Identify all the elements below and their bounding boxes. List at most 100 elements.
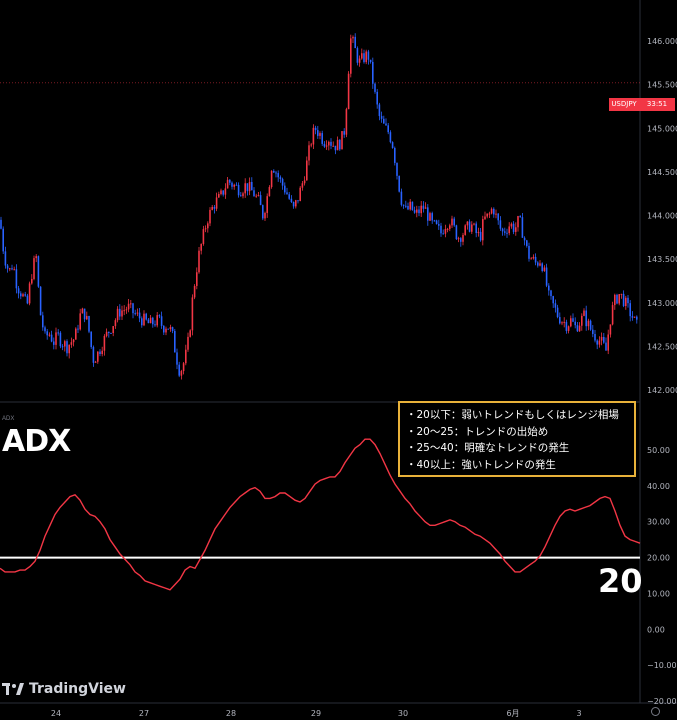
candle-body <box>523 237 526 241</box>
candle-body <box>251 181 253 191</box>
candle-body <box>631 316 634 318</box>
candle-body <box>295 200 297 207</box>
candle-body <box>167 328 169 330</box>
candle-body <box>484 216 486 220</box>
adx-tick-label: 20.00 <box>647 554 670 563</box>
candle-body <box>343 131 345 135</box>
candle-body <box>466 221 469 226</box>
candle-body <box>380 116 383 119</box>
candle-body <box>48 334 51 336</box>
candle-body <box>149 317 152 324</box>
price-tick-label: 142.500 <box>647 342 677 351</box>
symbol-price-tag[interactable]: USDJPY <box>609 98 639 111</box>
price-tick-label: 143.000 <box>647 299 677 308</box>
candle-body <box>526 240 528 246</box>
candle-body <box>136 312 139 314</box>
candle-body <box>402 204 405 206</box>
level-label: 20 <box>598 562 643 600</box>
candle-body <box>334 145 337 151</box>
adx-tick-label: −20.00 <box>647 697 677 706</box>
candle-body <box>479 231 482 241</box>
candle-body <box>609 324 612 335</box>
candle-body <box>457 238 460 240</box>
countdown-tag: 33:51 <box>639 98 675 111</box>
candle-body <box>152 317 154 325</box>
candle-body <box>88 316 90 332</box>
candle-body <box>163 325 165 333</box>
candle-body <box>495 213 497 215</box>
candle-body <box>563 321 565 323</box>
candle-body <box>356 48 359 63</box>
candle-body <box>143 313 145 326</box>
candle-body <box>471 224 473 232</box>
candle-body <box>281 178 284 186</box>
candle-body <box>468 221 471 232</box>
candle-body <box>616 294 618 304</box>
candle-body <box>4 251 7 266</box>
candle-body <box>504 231 506 233</box>
candle-body <box>83 308 86 320</box>
candle-body <box>224 188 227 195</box>
settings-icon[interactable] <box>651 707 660 716</box>
candle-body <box>57 332 59 334</box>
candle-body <box>66 341 68 354</box>
candle-body <box>255 195 257 197</box>
candle-body <box>24 294 26 296</box>
candle-body <box>297 200 299 202</box>
candle-body <box>424 207 427 209</box>
tradingview-logo-icon <box>2 683 24 695</box>
candle-body <box>561 322 563 324</box>
candle-body <box>77 328 79 330</box>
candle-body <box>321 133 323 144</box>
candle-body <box>182 363 185 372</box>
candle-body <box>554 303 557 308</box>
candle-body <box>290 198 293 202</box>
candle-body <box>490 208 493 214</box>
candle-body <box>180 371 183 376</box>
candle-body <box>189 330 191 337</box>
candle-body <box>336 139 339 151</box>
candle-body <box>363 53 365 63</box>
candle-body <box>433 220 436 222</box>
price-tick-label: 143.500 <box>647 255 677 264</box>
candle-body <box>215 197 218 209</box>
candle-body <box>506 232 508 234</box>
candle-body <box>444 228 447 234</box>
candle-body <box>270 170 273 188</box>
candle-body <box>347 73 350 110</box>
candle-body <box>431 213 433 221</box>
brand-logo[interactable]: TradingView <box>2 681 126 697</box>
candle-body <box>288 194 290 199</box>
candle-body <box>105 331 108 336</box>
candle-body <box>583 310 585 316</box>
time-tick-label: 30 <box>398 709 408 718</box>
candle-body <box>112 326 114 334</box>
candle-body <box>407 205 409 210</box>
candle-body <box>123 310 125 312</box>
adx-title: ADX <box>2 424 71 459</box>
candle-body <box>160 316 163 326</box>
candle-body <box>279 177 282 179</box>
candle-body <box>633 316 636 318</box>
candle-body <box>99 351 101 355</box>
candle-body <box>409 201 411 210</box>
candle-body <box>400 191 403 205</box>
candle-body <box>226 179 229 189</box>
candle-body <box>521 217 524 238</box>
candle-body <box>9 268 11 270</box>
candle-body <box>176 352 178 365</box>
time-tick-label: 27 <box>139 709 149 718</box>
candle-body <box>603 336 605 343</box>
candle-body <box>308 145 310 161</box>
candle-body <box>636 316 638 320</box>
candle-body <box>629 303 631 317</box>
time-tick-label: 24 <box>51 709 61 718</box>
candle-body <box>620 293 623 295</box>
candle-body <box>314 127 317 131</box>
candles <box>0 33 638 380</box>
candle-body <box>354 36 356 49</box>
candle-body <box>537 262 539 266</box>
candle-body <box>442 233 444 235</box>
candle-body <box>389 132 392 143</box>
candle-body <box>64 341 66 347</box>
